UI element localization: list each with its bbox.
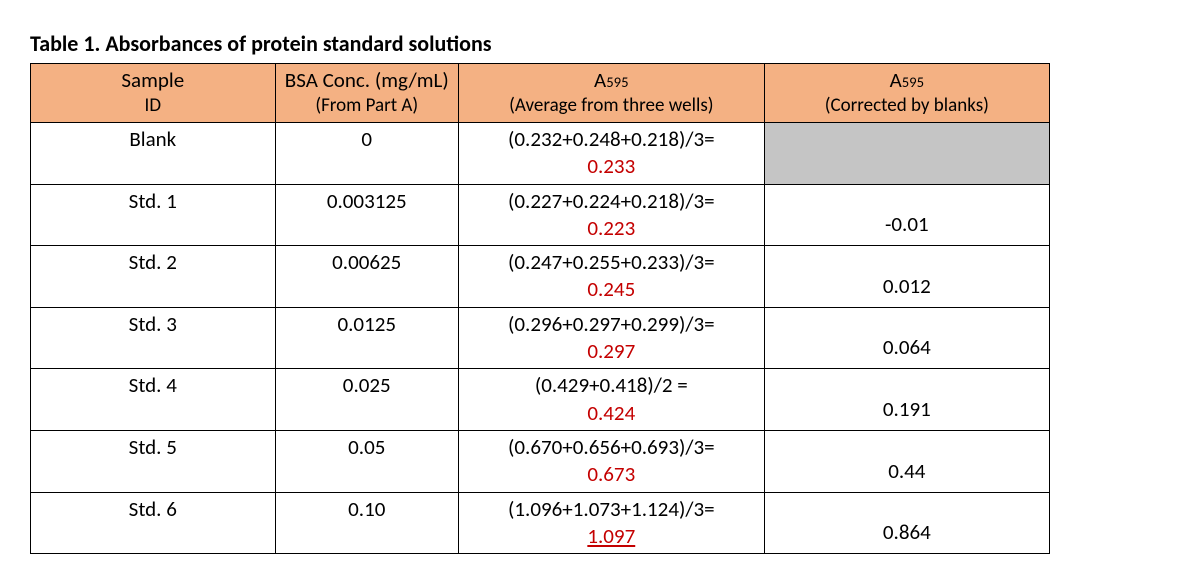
cell-sample: Std. 3 <box>31 307 276 369</box>
avg-calc: (0.670+0.656+0.693)/3= <box>465 434 758 461</box>
avg-calc: (0.232+0.248+0.218)/3= <box>465 126 758 153</box>
col-header-avg-line2: (Average from three wells) <box>465 94 758 119</box>
col-header-conc: BSA Conc. (mg/mL) (From Part A) <box>275 64 458 123</box>
avg-result: 0.297 <box>465 338 758 365</box>
cell-corrected: 0.44 <box>764 430 1049 492</box>
avg-calc: (0.247+0.255+0.233)/3= <box>465 249 758 276</box>
a595-prefix: A <box>594 67 606 93</box>
cell-conc: 0.0125 <box>275 307 458 369</box>
avg-calc: (0.227+0.224+0.218)/3= <box>465 188 758 215</box>
cell-sample: Std. 4 <box>31 369 276 431</box>
cell-conc: 0.003125 <box>275 184 458 246</box>
avg-result: 0.673 <box>465 461 758 488</box>
table-row: Std. 60.10(1.096+1.073+1.124)/3=1.0970.8… <box>31 492 1050 554</box>
avg-result: 0.245 <box>465 276 758 303</box>
absorbance-table: Sample ID BSA Conc. (mg/mL) (From Part A… <box>30 63 1050 554</box>
cell-avg: (0.429+0.418)/2 =0.424 <box>458 369 764 431</box>
cell-conc: 0 <box>275 122 458 184</box>
avg-result: 1.097 <box>465 523 758 550</box>
col-header-avg: A595 (Average from three wells) <box>458 64 764 123</box>
avg-calc: (0.296+0.297+0.299)/3= <box>465 311 758 338</box>
cell-conc: 0.025 <box>275 369 458 431</box>
cell-avg: (0.227+0.224+0.218)/3=0.223 <box>458 184 764 246</box>
a595-prefix-2: A <box>890 67 902 93</box>
cell-sample: Blank <box>31 122 276 184</box>
table-body: Blank0(0.232+0.248+0.218)/3=0.233Std. 10… <box>31 122 1050 553</box>
avg-result: 0.233 <box>465 153 758 180</box>
table-title: Table 1. Absorbances of protein standard… <box>30 30 1170 57</box>
table-row: Std. 40.025(0.429+0.418)/2 =0.4240.191 <box>31 369 1050 431</box>
cell-conc: 0.05 <box>275 430 458 492</box>
cell-corrected: 0.064 <box>764 307 1049 369</box>
table-header-row: Sample ID BSA Conc. (mg/mL) (From Part A… <box>31 64 1050 123</box>
col-header-avg-line1: A595 <box>465 67 758 94</box>
cell-avg: (0.232+0.248+0.218)/3=0.233 <box>458 122 764 184</box>
table-row: Std. 30.0125(0.296+0.297+0.299)/3=0.2970… <box>31 307 1050 369</box>
cell-sample: Std. 5 <box>31 430 276 492</box>
cell-corrected: 0.191 <box>764 369 1049 431</box>
table-row: Std. 50.05(0.670+0.656+0.693)/3=0.6730.4… <box>31 430 1050 492</box>
col-header-sample: Sample ID <box>31 64 276 123</box>
cell-corrected: 0.012 <box>764 246 1049 308</box>
col-header-conc-line1: BSA Conc. (mg/mL) <box>282 67 452 94</box>
cell-corrected: -0.01 <box>764 184 1049 246</box>
a595-sub: 595 <box>606 73 628 91</box>
a595-sub-2: 595 <box>902 73 924 91</box>
table-row: Blank0(0.232+0.248+0.218)/3=0.233 <box>31 122 1050 184</box>
cell-avg: (0.670+0.656+0.693)/3=0.673 <box>458 430 764 492</box>
cell-corrected: 0.864 <box>764 492 1049 554</box>
col-header-conc-line2: (From Part A) <box>282 94 452 119</box>
cell-avg: (1.096+1.073+1.124)/3=1.097 <box>458 492 764 554</box>
cell-conc: 0.10 <box>275 492 458 554</box>
table-row: Std. 10.003125(0.227+0.224+0.218)/3=0.22… <box>31 184 1050 246</box>
col-header-sample-line1: Sample <box>37 67 269 94</box>
avg-result: 0.424 <box>465 400 758 427</box>
avg-calc: (0.429+0.418)/2 = <box>465 372 758 399</box>
cell-sample: Std. 6 <box>31 492 276 554</box>
col-header-sample-line2: ID <box>37 94 269 119</box>
avg-calc: (1.096+1.073+1.124)/3= <box>465 496 758 523</box>
cell-corrected <box>764 122 1049 184</box>
cell-avg: (0.247+0.255+0.233)/3=0.245 <box>458 246 764 308</box>
col-header-corrected-line2: (Corrected by blanks) <box>771 94 1043 119</box>
cell-sample: Std. 2 <box>31 246 276 308</box>
avg-result: 0.223 <box>465 215 758 242</box>
cell-conc: 0.00625 <box>275 246 458 308</box>
cell-avg: (0.296+0.297+0.299)/3=0.297 <box>458 307 764 369</box>
cell-sample: Std. 1 <box>31 184 276 246</box>
table-row: Std. 20.00625(0.247+0.255+0.233)/3=0.245… <box>31 246 1050 308</box>
col-header-corrected: A595 (Corrected by blanks) <box>764 64 1049 123</box>
col-header-corrected-line1: A595 <box>771 67 1043 94</box>
